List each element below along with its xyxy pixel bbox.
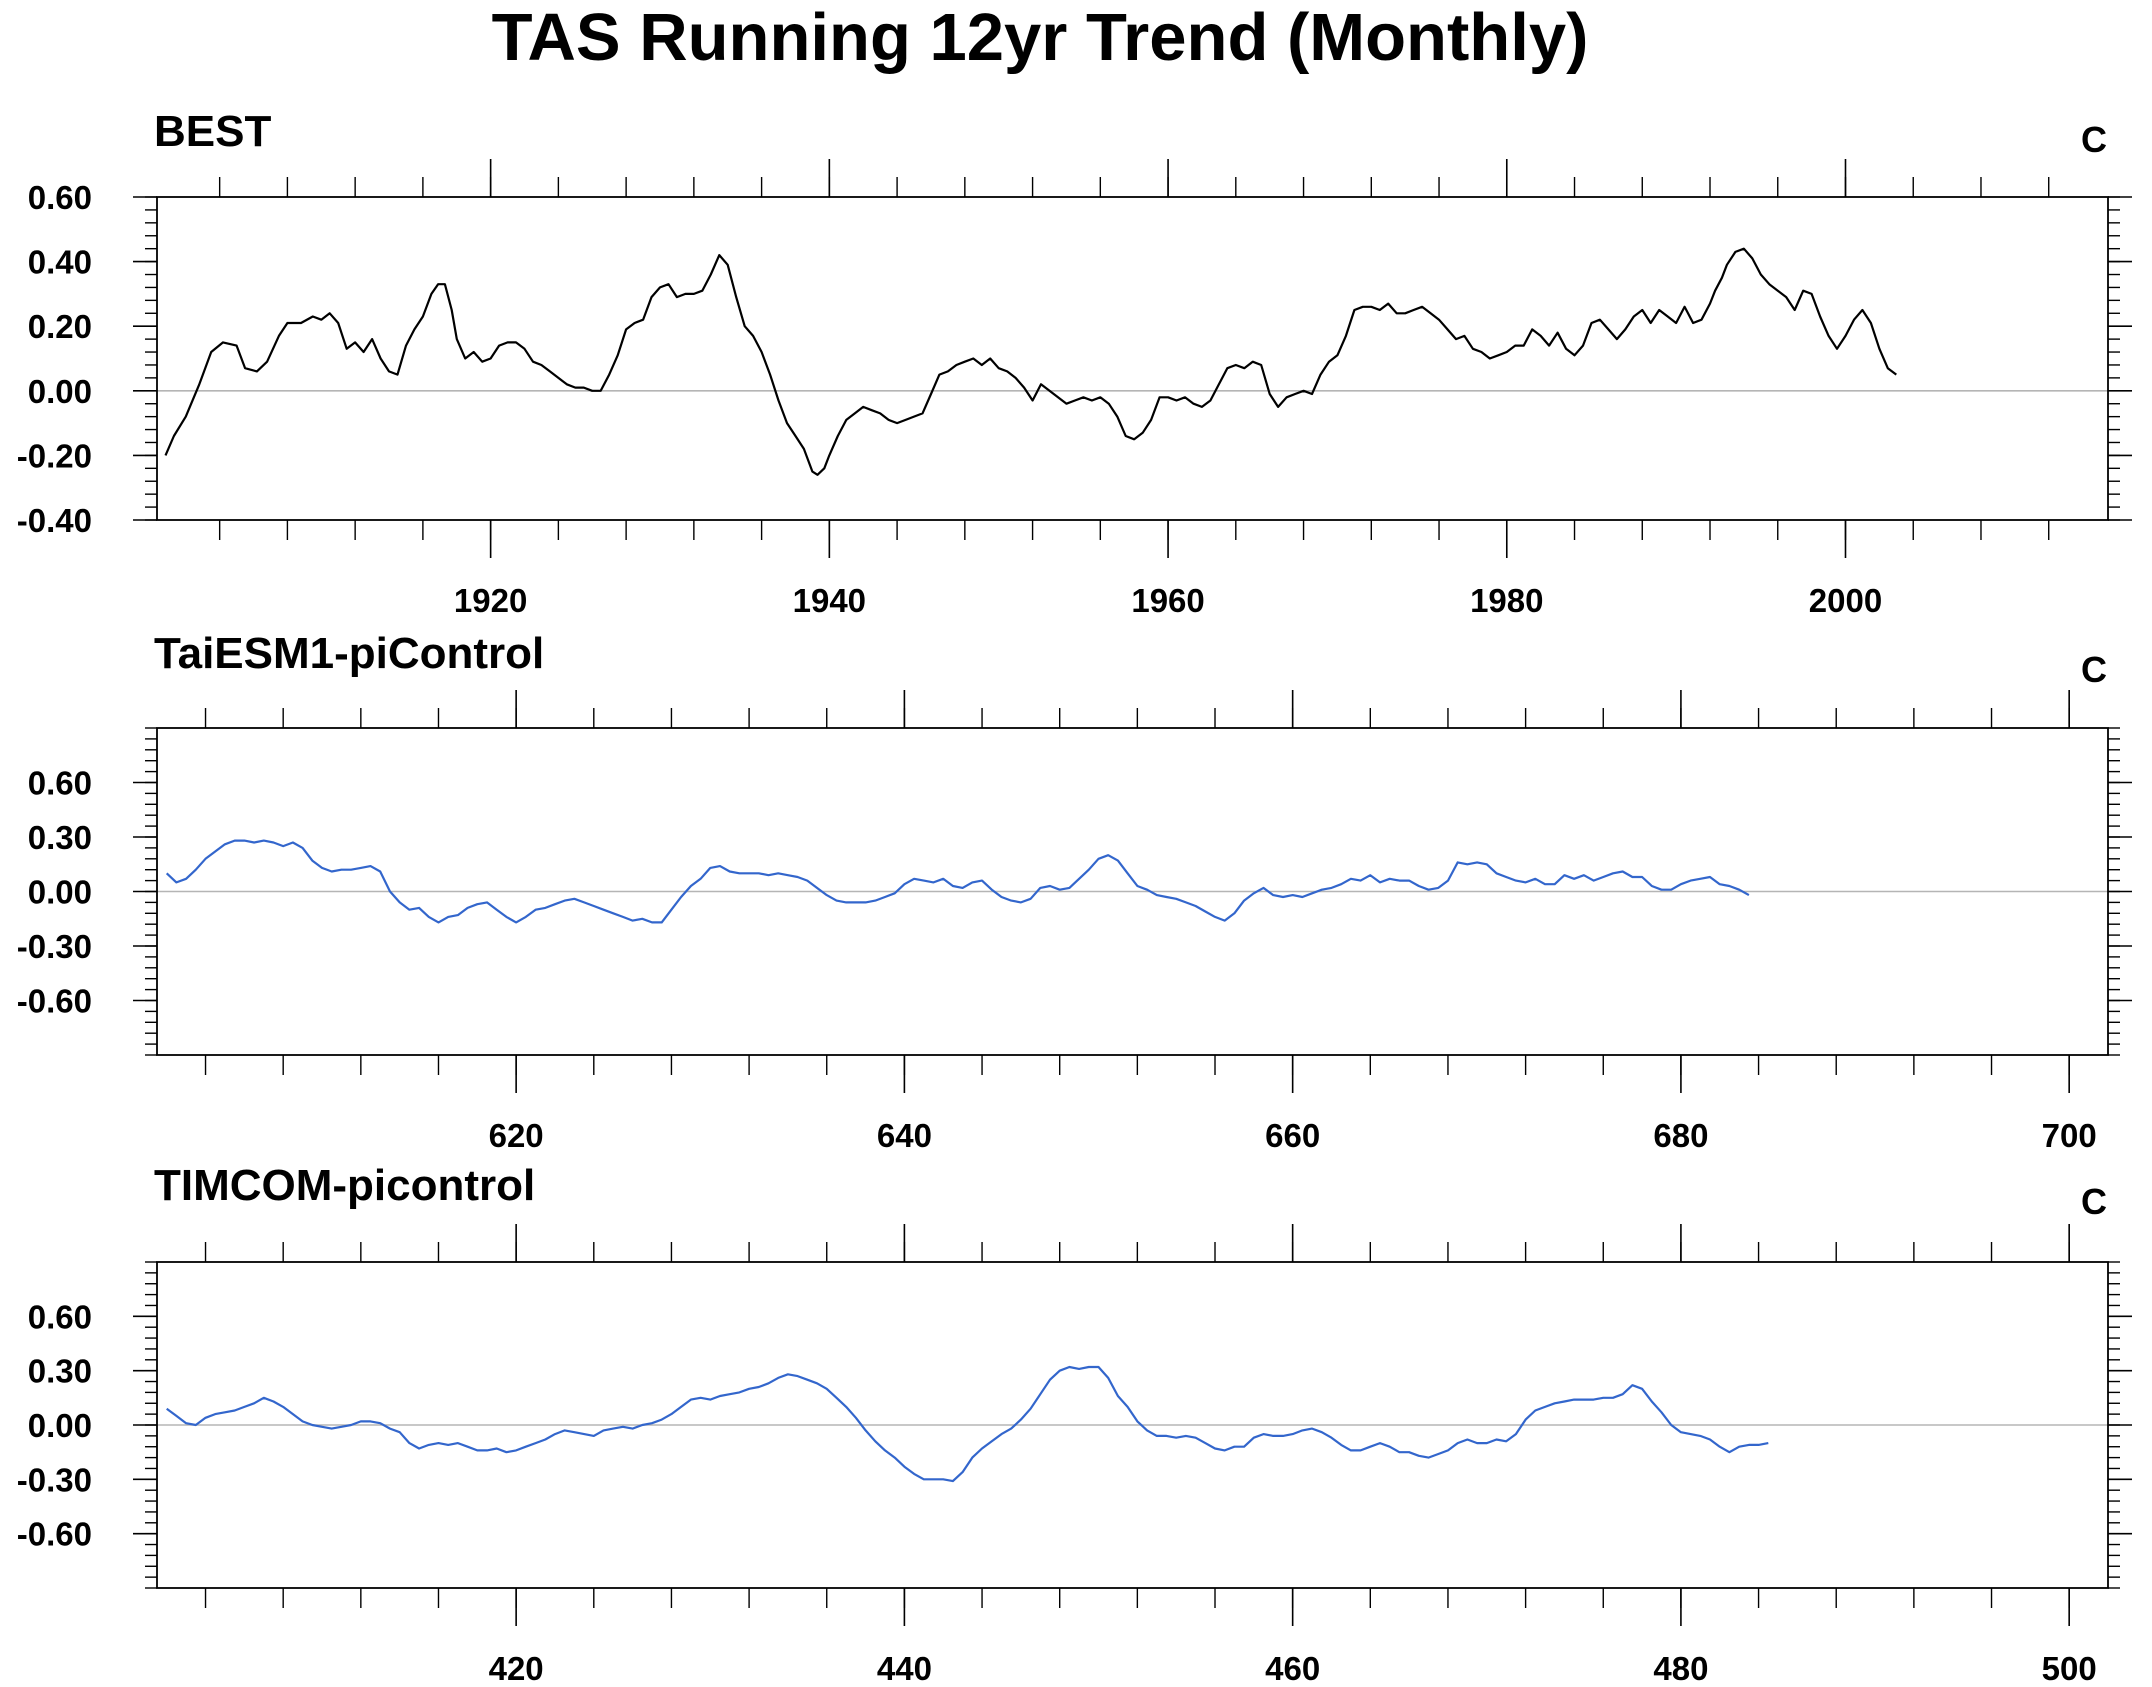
- timcom-y-tick-label: 0.60: [28, 1298, 92, 1335]
- panel-best-axes: -0.40 -0.20 0.00 0.20 0.40 0.60 1920 1940 1960 19…: [17, 159, 2132, 619]
- panel-taiesm1-units: C: [2081, 649, 2107, 690]
- best-x-tick-label: 1940: [793, 582, 866, 619]
- panel-timcom-axes: -0.60 -0.30 0.00 0.30 0.60 420 440 460 480 500: [17, 1224, 2132, 1687]
- timcom-x-tick-label: 440: [877, 1650, 932, 1687]
- best-y-tick-label: 0.40: [28, 244, 92, 281]
- timcom-x-tick-label: 460: [1265, 1650, 1320, 1687]
- best-x-tick-label: 1960: [1131, 582, 1204, 619]
- taiesm1-x-tick-label: 640: [877, 1117, 932, 1154]
- timcom-x-tick-label: 480: [1653, 1650, 1708, 1687]
- best-x-tick-label: 2000: [1809, 582, 1882, 619]
- timcom-x-tick-label: 420: [489, 1650, 544, 1687]
- figure-title: TAS Running 12yr Trend (Monthly): [492, 0, 1589, 75]
- taiesm1-y-tick-label: 0.30: [28, 819, 92, 856]
- timcom-series-line: [166, 1365, 1769, 1483]
- taiesm1-x-tick-label: 700: [2042, 1117, 2097, 1154]
- best-x-tick-label: 1980: [1470, 582, 1543, 619]
- taiesm1-y-tick-label: 0.00: [28, 874, 92, 911]
- taiesm1-series-line: [165, 839, 1750, 924]
- panel-timcom-title: TIMCOM-picontrol: [154, 1161, 535, 1210]
- taiesm1-x-tick-label: 680: [1653, 1117, 1708, 1154]
- timcom-y-tick-label: 0.00: [28, 1407, 92, 1444]
- panel-taiesm1-axes: -0.60 -0.30 0.00 0.30 0.60 620 640 660 680 700: [17, 690, 2132, 1154]
- best-plot-frame: [156, 196, 2109, 521]
- timcom-plot-frame: [156, 1261, 2109, 1589]
- taiesm1-plot-frame: [156, 727, 2109, 1056]
- panel-taiesm1-title: TaiESM1-piControl: [154, 629, 544, 678]
- taiesm1-x-tick-label: 660: [1265, 1117, 1320, 1154]
- timcom-y-tick-label: -0.30: [17, 1461, 92, 1498]
- panel-best-title: BEST: [154, 107, 271, 156]
- timcom-x-tick-label: 500: [2042, 1650, 2097, 1687]
- panel-timcom: TIMCOM-picontrol C -0.60 -0.30 0.00 0.30 0.6…: [17, 1161, 2132, 1687]
- best-x-tick-label: 1920: [454, 582, 527, 619]
- best-y-tick-label: 0.60: [28, 179, 92, 216]
- panel-best-units: C: [2081, 119, 2107, 160]
- taiesm1-y-tick-label: -0.30: [17, 928, 92, 965]
- timcom-y-tick-label: -0.60: [17, 1516, 92, 1553]
- taiesm1-y-tick-label: 0.60: [28, 765, 92, 802]
- panel-timcom-units: C: [2081, 1181, 2107, 1222]
- best-series-line: [164, 247, 1897, 476]
- taiesm1-x-tick-label: 620: [489, 1117, 544, 1154]
- taiesm1-y-tick-label: -0.60: [17, 983, 92, 1020]
- best-y-tick-label: 0.00: [28, 373, 92, 410]
- panel-taiesm1: TaiESM1-piControl C -0.60 -0.30 0.00 0.30 0.…: [17, 629, 2132, 1154]
- best-y-tick-label: -0.20: [17, 437, 92, 474]
- timcom-y-tick-label: 0.30: [28, 1353, 92, 1390]
- panel-best: BEST C -0.40 -0.20 0.00 0.20 0.40 0.60 1920 194…: [17, 107, 2132, 619]
- best-y-tick-label: 0.20: [28, 308, 92, 345]
- best-y-tick-label: -0.40: [17, 502, 92, 539]
